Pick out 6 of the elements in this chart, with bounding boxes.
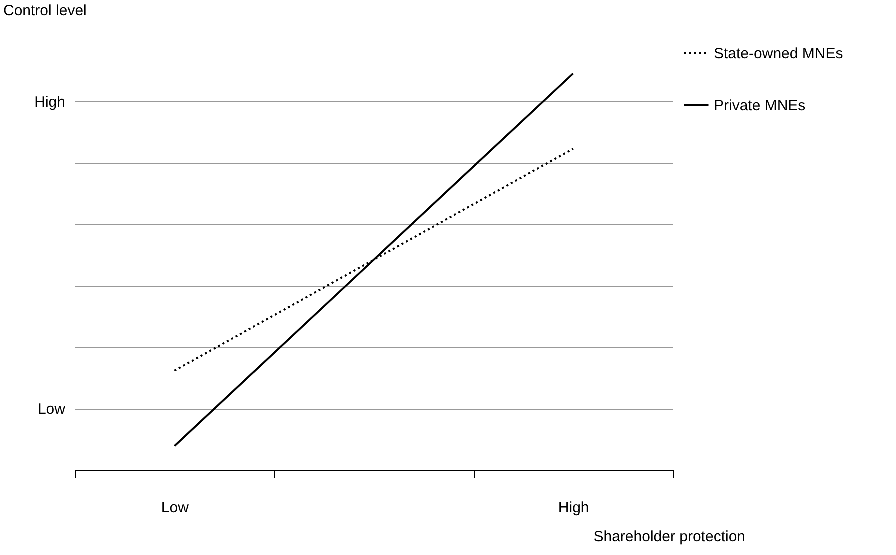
legend-label: Private MNEs xyxy=(714,98,806,114)
y-axis-title: Control level xyxy=(4,2,87,20)
legend-label: State-owned MNEs xyxy=(714,46,844,62)
x-axis-title: Shareholder protection xyxy=(594,528,746,546)
category-label: High xyxy=(34,94,66,111)
category-label: Low xyxy=(38,401,66,418)
